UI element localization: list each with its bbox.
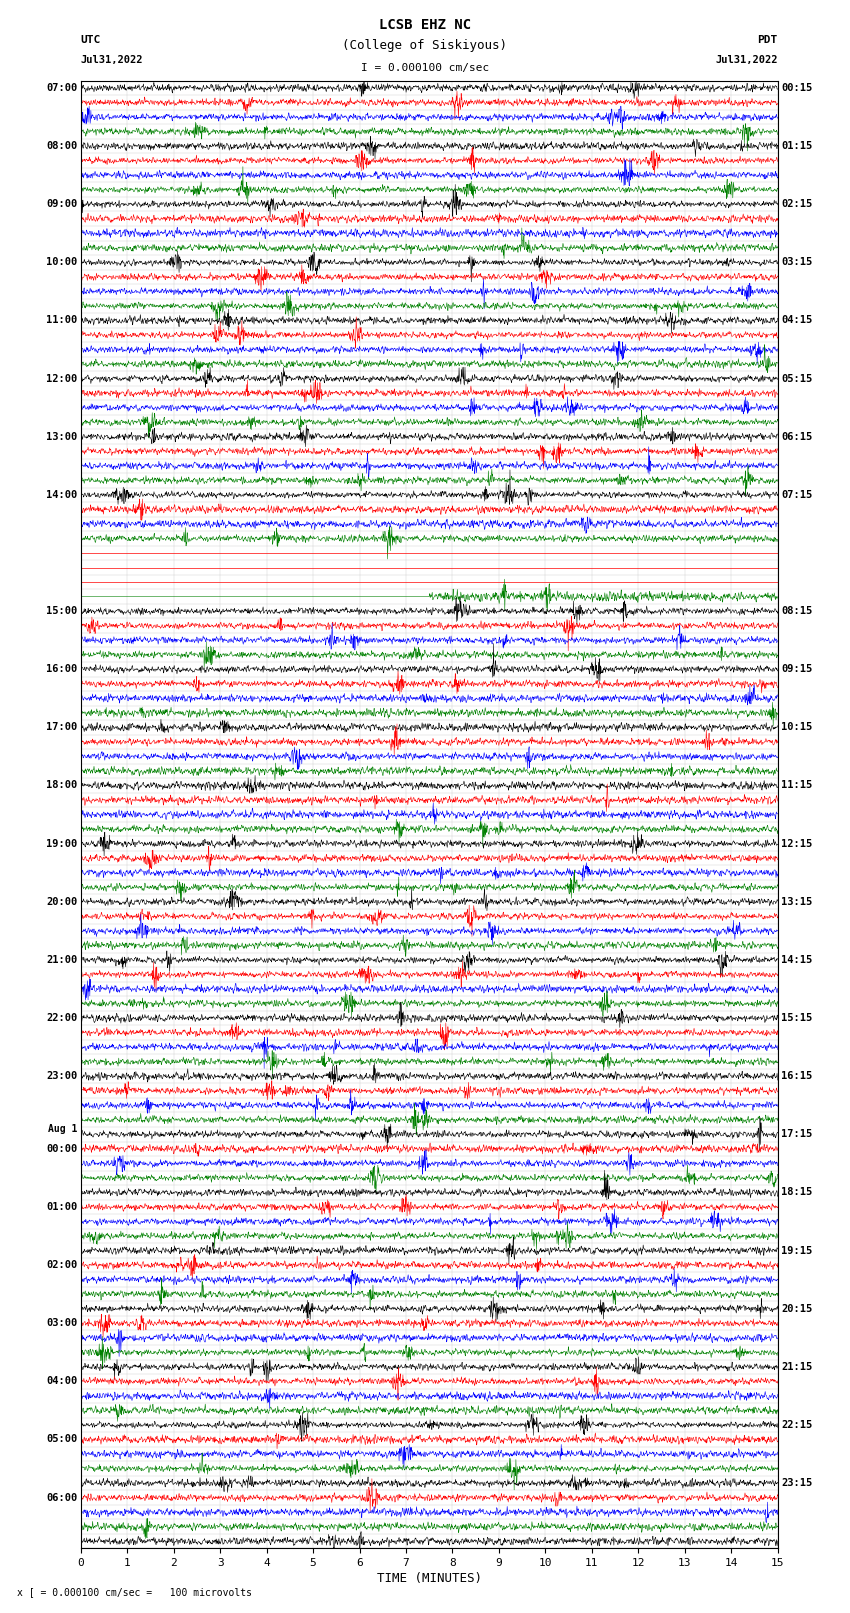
Text: 03:15: 03:15 <box>781 258 813 268</box>
Text: 05:15: 05:15 <box>781 374 813 384</box>
Text: 18:00: 18:00 <box>46 781 77 790</box>
Text: 10:15: 10:15 <box>781 723 813 732</box>
Text: Aug 1: Aug 1 <box>48 1124 77 1134</box>
Text: 09:00: 09:00 <box>46 198 77 210</box>
Text: Jul31,2022: Jul31,2022 <box>715 55 778 65</box>
Text: 02:15: 02:15 <box>781 198 813 210</box>
Text: 21:00: 21:00 <box>46 955 77 965</box>
Text: 15:00: 15:00 <box>46 606 77 616</box>
Text: 00:15: 00:15 <box>781 82 813 94</box>
Text: 01:00: 01:00 <box>46 1202 77 1211</box>
Text: 15:15: 15:15 <box>781 1013 813 1023</box>
X-axis label: TIME (MINUTES): TIME (MINUTES) <box>377 1573 482 1586</box>
Text: 18:15: 18:15 <box>781 1187 813 1197</box>
Text: 11:00: 11:00 <box>46 316 77 326</box>
Text: 19:15: 19:15 <box>781 1245 813 1255</box>
Text: 19:00: 19:00 <box>46 839 77 848</box>
Text: 16:15: 16:15 <box>781 1071 813 1081</box>
Text: I = 0.000100 cm/sec: I = 0.000100 cm/sec <box>361 63 489 73</box>
Text: 22:00: 22:00 <box>46 1013 77 1023</box>
Text: LCSB EHZ NC: LCSB EHZ NC <box>379 18 471 32</box>
Text: 11:15: 11:15 <box>781 781 813 790</box>
Text: 23:15: 23:15 <box>781 1478 813 1489</box>
Text: 05:00: 05:00 <box>46 1434 77 1445</box>
Text: 22:15: 22:15 <box>781 1419 813 1431</box>
Text: 03:00: 03:00 <box>46 1318 77 1327</box>
Text: Jul31,2022: Jul31,2022 <box>81 55 144 65</box>
Text: 04:00: 04:00 <box>46 1376 77 1386</box>
Text: 10:00: 10:00 <box>46 258 77 268</box>
Text: 12:15: 12:15 <box>781 839 813 848</box>
Text: 07:15: 07:15 <box>781 490 813 500</box>
Text: 00:00: 00:00 <box>46 1144 77 1153</box>
Text: 01:15: 01:15 <box>781 140 813 152</box>
Text: 04:15: 04:15 <box>781 316 813 326</box>
Text: 23:00: 23:00 <box>46 1071 77 1081</box>
Text: 12:00: 12:00 <box>46 374 77 384</box>
Text: 17:15: 17:15 <box>781 1129 813 1139</box>
Text: 06:00: 06:00 <box>46 1492 77 1503</box>
Text: 17:00: 17:00 <box>46 723 77 732</box>
Text: x [ = 0.000100 cm/sec =   100 microvolts: x [ = 0.000100 cm/sec = 100 microvolts <box>17 1587 252 1597</box>
Text: 02:00: 02:00 <box>46 1260 77 1269</box>
Text: 06:15: 06:15 <box>781 432 813 442</box>
Text: PDT: PDT <box>757 35 778 45</box>
Text: 09:15: 09:15 <box>781 665 813 674</box>
Text: 16:00: 16:00 <box>46 665 77 674</box>
Text: (College of Siskiyous): (College of Siskiyous) <box>343 39 507 52</box>
Text: 14:15: 14:15 <box>781 955 813 965</box>
Text: 07:00: 07:00 <box>46 82 77 94</box>
Text: 13:00: 13:00 <box>46 432 77 442</box>
Text: 20:00: 20:00 <box>46 897 77 907</box>
Text: 21:15: 21:15 <box>781 1361 813 1371</box>
Text: 14:00: 14:00 <box>46 490 77 500</box>
Text: 20:15: 20:15 <box>781 1303 813 1313</box>
Text: 13:15: 13:15 <box>781 897 813 907</box>
Text: 08:15: 08:15 <box>781 606 813 616</box>
Text: UTC: UTC <box>81 35 101 45</box>
Text: 08:00: 08:00 <box>46 140 77 152</box>
